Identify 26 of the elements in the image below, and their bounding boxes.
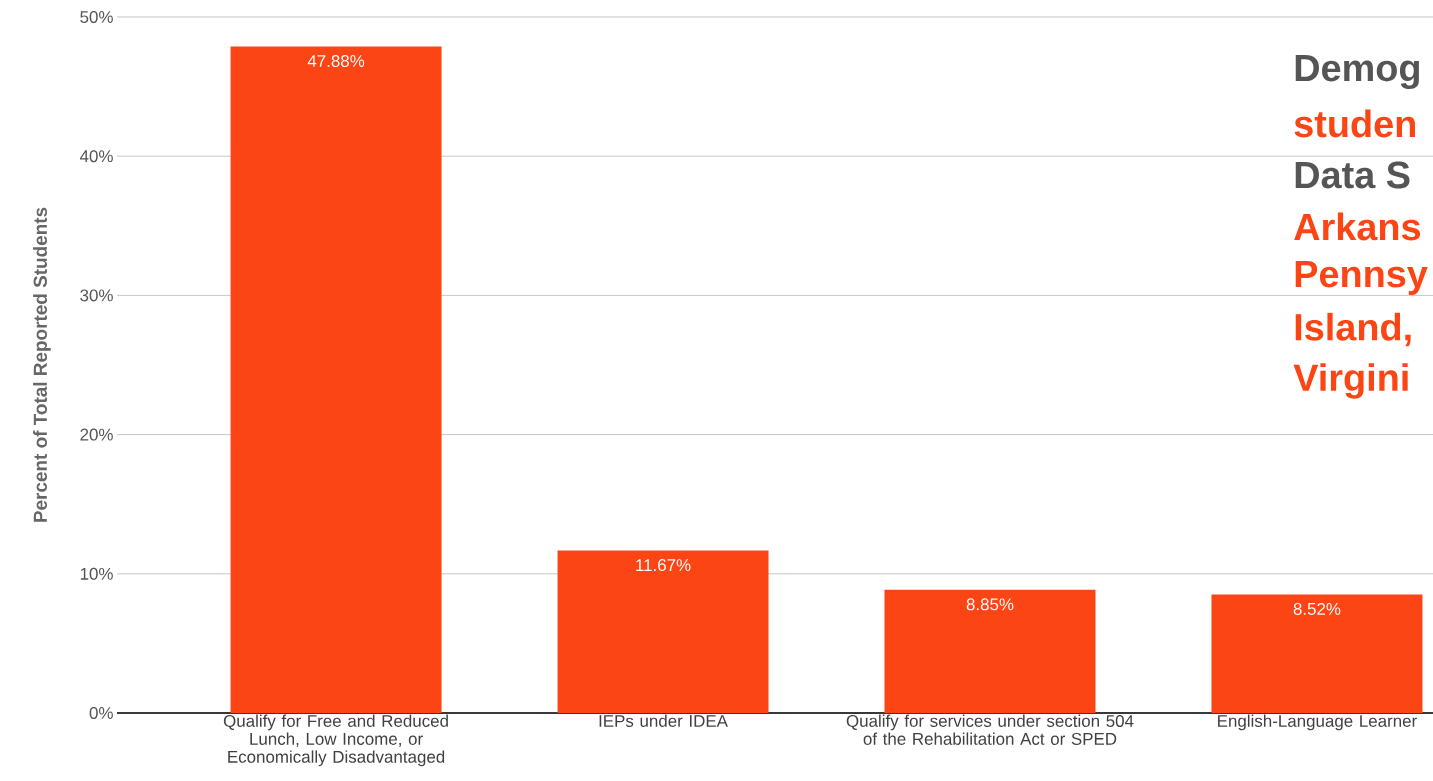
- y-tick-label: 0%: [89, 707, 113, 719]
- annotation: Pennsy: [1295, 261, 1428, 295]
- bar: [230, 46, 442, 713]
- y-tick-label: 10%: [80, 567, 113, 580]
- bar: [557, 550, 769, 713]
- x-tick-label: Qualify for Free and Reduced Lunch, Low Income, or Economically Disadvantaged: [223, 714, 448, 767]
- bar: [1211, 594, 1423, 713]
- y-tick-label: 40%: [79, 150, 113, 163]
- data-label: 47.88%: [307, 55, 365, 68]
- data-label: 8.52%: [1293, 602, 1341, 615]
- bar: [884, 589, 1096, 713]
- data-label: 8.85%: [966, 598, 1014, 611]
- annotation: Data S: [1295, 161, 1410, 189]
- x-tick-label: English-Language Learner: [1218, 714, 1417, 731]
- annotation: Arkans: [1294, 212, 1421, 241]
- annotation: Demog: [1295, 54, 1419, 90]
- y-tick-label: 30%: [80, 289, 113, 302]
- x-tick-label: IEPs under IDEA: [599, 714, 728, 727]
- data-label: 11.67%: [636, 559, 691, 572]
- x-tick-label: Qualify for services under section 504 of the Rehabilitation Act or SPED: [846, 714, 1134, 745]
- annotation: studen: [1294, 109, 1415, 138]
- y-tick-label: 20%: [80, 428, 113, 441]
- annotation: Virgini: [1293, 363, 1408, 399]
- annotation: Island,: [1295, 312, 1411, 347]
- y-tick-label: 50%: [80, 10, 113, 23]
- y-axis-title: Percent of Total Reported Students: [33, 207, 51, 522]
